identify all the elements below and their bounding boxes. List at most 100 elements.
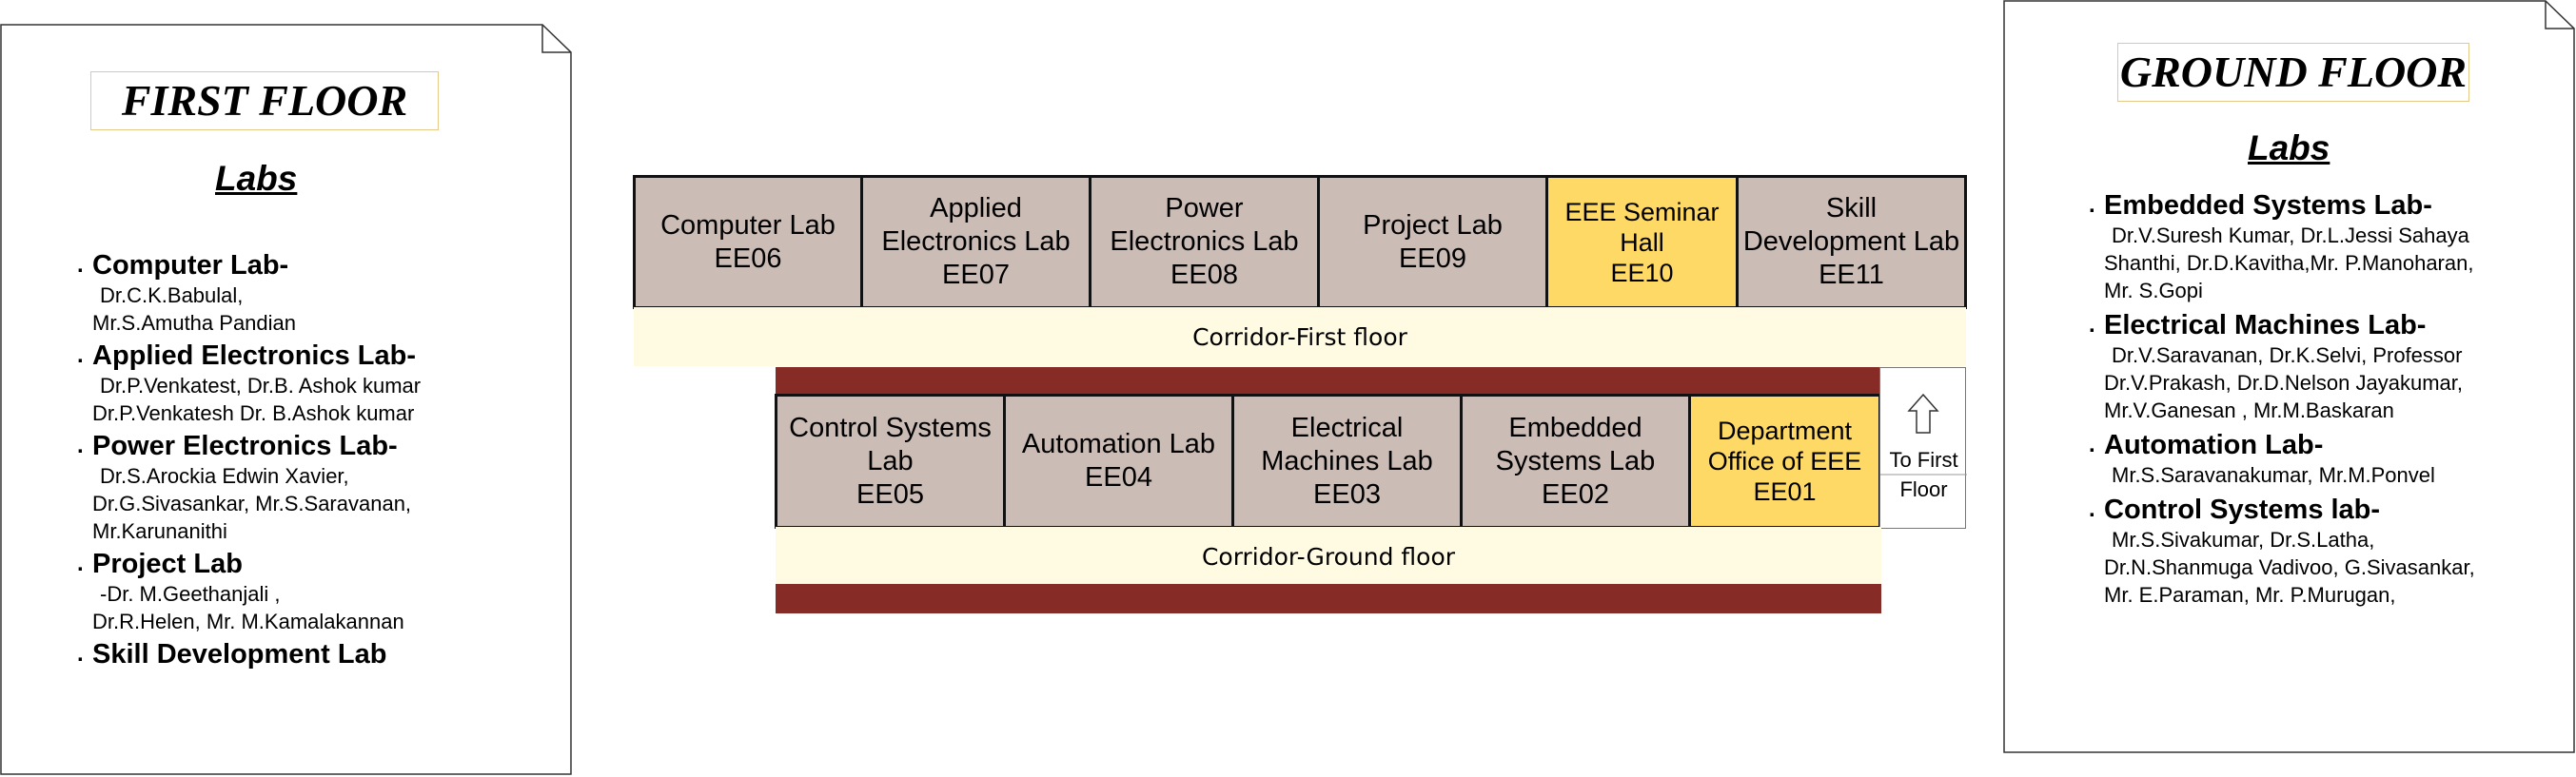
room-name-line: Skill xyxy=(1825,193,1878,223)
faculty-line: Mr.V.Ganesan , Mr.M.Baskaran xyxy=(2104,398,2394,422)
faculty-line: Mr.S.Saravanakumar, Mr.M.Ponvel xyxy=(2112,463,2435,487)
bullet-marker: . xyxy=(77,252,84,278)
lab-list-item: . Control Systems lab- Mr.S.Sivakumar, Dr.… xyxy=(2089,495,2561,609)
lab-name: Automation Lab- xyxy=(2104,430,2324,460)
room-name-line: Systems Lab xyxy=(1495,445,1656,476)
lab-list: . Computer Lab- Dr.C.K.Babulal, Mr.S.Amutha… xyxy=(77,250,549,674)
room-code: EE09 xyxy=(1399,243,1466,274)
room-code: EE01 xyxy=(1753,477,1817,506)
wall-strip-top xyxy=(776,367,1881,396)
faculty-line: Mr.S.Sivakumar, Dr.S.Latha, xyxy=(2112,528,2375,552)
faculty-line: Dr.V.Suresh Kumar, Dr.L.Jessi Sahaya xyxy=(2112,223,2469,247)
faculty-line: Dr.G.Sivasankar, Mr.S.Saravanan, xyxy=(92,492,412,515)
room-ee08[interactable]: Power Electronics Lab EE08 xyxy=(1089,175,1320,309)
lab-name: Applied Electronics Lab- xyxy=(92,340,416,371)
room-code: EE10 xyxy=(1610,258,1674,287)
room-name-line: Applied xyxy=(930,193,1022,223)
lab-name: Electrical Machines Lab- xyxy=(2104,310,2427,340)
room-ee04[interactable]: Automation Lab EE04 xyxy=(1003,394,1234,529)
bullet-marker: . xyxy=(77,433,84,458)
room-name-line: Lab xyxy=(867,445,914,476)
labs-heading: Labs xyxy=(215,159,298,198)
room-ee05[interactable]: Control Systems Lab EE05 xyxy=(775,394,1006,529)
room-code: EE04 xyxy=(1085,462,1152,493)
bullet-marker: . xyxy=(2089,192,2095,218)
room-name-line: Power xyxy=(1165,193,1244,223)
bullet-marker: . xyxy=(77,641,84,667)
lab-list-item: . Skill Development Lab xyxy=(77,639,549,670)
room-ee02[interactable]: Embedded Systems Lab EE02 xyxy=(1460,394,1691,529)
faculty-line: Mr. S.Gopi xyxy=(2104,279,2203,302)
faculty-line: -Dr. M.Geethanjali , xyxy=(100,582,281,606)
room-name-line: Automation Lab xyxy=(1021,429,1216,459)
lab-name: Control Systems lab- xyxy=(2104,495,2381,525)
ground-floor-corridor: Corridor-Ground floor xyxy=(776,527,1881,586)
room-code: EE06 xyxy=(714,243,782,274)
room-name-line: Department xyxy=(1717,417,1853,445)
room-name-line: Electronics Lab xyxy=(881,226,1071,257)
room-name-line: EEE Seminar xyxy=(1564,197,1720,226)
first-floor-corridor: Corridor-First floor xyxy=(634,307,1966,366)
room-name-line: Electronics Lab xyxy=(1110,226,1299,257)
room-name-line: Machines Lab xyxy=(1261,445,1433,476)
room-code: EE02 xyxy=(1542,478,1609,510)
lab-name: Skill Development Lab xyxy=(92,639,387,670)
faculty-line: Dr.V.Prakash, Dr.D.Nelson Jayakumar, xyxy=(2104,371,2464,395)
faculty-line: Mr.S.Amutha Pandian xyxy=(92,311,297,335)
room-name-line: Computer Lab xyxy=(660,209,836,241)
faculty-line: Mr. E.Paraman, Mr. P.Murugan, xyxy=(2104,583,2396,607)
room-name-line: Hall xyxy=(1620,227,1664,257)
faculty-line: Dr.P.Venkatest, Dr.B. Ashok kumar xyxy=(100,374,422,398)
room-ee07[interactable]: Applied Electronics Lab EE07 xyxy=(860,175,1091,309)
stairs-label-line1: To First xyxy=(1889,448,1958,472)
labs-heading: Labs xyxy=(2248,128,2330,167)
bullet-marker: . xyxy=(77,551,84,576)
lab-list-item: . Automation Lab- Mr.S.Saravanakumar, Mr.M… xyxy=(2089,430,2561,489)
room-code: EE07 xyxy=(942,260,1010,290)
stairs-to-first-floor[interactable]: To First Floor xyxy=(1879,367,1967,529)
faculty-line: Dr.S.Arockia Edwin Xavier, xyxy=(100,464,349,488)
lab-name: Embedded Systems Lab- xyxy=(2104,190,2432,221)
room-name-line: Control Systems xyxy=(789,412,992,443)
faculty-line: Dr.V.Saravanan, Dr.K.Selvi, Professor xyxy=(2112,343,2463,367)
lab-list-item: . Computer Lab- Dr.C.K.Babulal, Mr.S.Amutha… xyxy=(77,250,549,337)
floor-title: FIRST FLOOR xyxy=(90,71,439,130)
note-outline xyxy=(2003,0,2575,753)
stairs-label-line2: Floor xyxy=(1899,477,1948,501)
room-ee03[interactable]: Electrical Machines Lab EE03 xyxy=(1231,394,1463,529)
lab-name: Project Lab xyxy=(92,549,243,579)
bullet-marker: . xyxy=(2089,496,2095,522)
wall-strip-bottom xyxy=(776,584,1881,613)
first-floor-panel: FIRST FLOOR Labs . Computer Lab- Dr.C.K.Ba… xyxy=(0,24,573,775)
room-ee10[interactable]: EEE Seminar Hall EE10 xyxy=(1545,175,1739,309)
room-name-line: Development Lab xyxy=(1742,226,1960,257)
room-name-line: Project Lab xyxy=(1363,209,1503,241)
room-ee11[interactable]: Skill Development Lab EE11 xyxy=(1736,175,1967,309)
room-name-line: Electrical xyxy=(1290,412,1404,443)
faculty-line: Dr.N.Shanmuga Vadivoo, G.Sivasankar, xyxy=(2104,555,2475,579)
lab-list-item: . Applied Electronics Lab- Dr.P.Venkatest,… xyxy=(77,340,549,427)
room-code: EE03 xyxy=(1313,478,1381,510)
room-ee01[interactable]: Department Office of EEE EE01 xyxy=(1688,394,1881,529)
note-outline xyxy=(0,24,572,775)
faculty-line: Dr.P.Venkatesh Dr. B.Ashok kumar xyxy=(92,401,415,425)
room-code: EE11 xyxy=(1819,260,1884,290)
lab-list-item: . Power Electronics Lab- Dr.S.Arockia Edwi… xyxy=(77,431,549,545)
room-ee06[interactable]: Computer Lab EE06 xyxy=(633,175,863,309)
room-ee09[interactable]: Project Lab EE09 xyxy=(1317,175,1548,309)
faculty-line: Mr.Karunanithi xyxy=(92,519,227,543)
bullet-marker: . xyxy=(2089,312,2095,338)
lab-name: Computer Lab- xyxy=(92,250,289,281)
faculty-line: Dr.C.K.Babulal, xyxy=(100,283,244,307)
room-code: EE08 xyxy=(1170,260,1238,290)
room-name-line: Embedded xyxy=(1508,412,1642,443)
bullet-marker: . xyxy=(2089,432,2095,457)
lab-list-item: . Project Lab -Dr. M.Geethanjali , Dr.R.Hel… xyxy=(77,549,549,635)
lab-name: Power Electronics Lab- xyxy=(92,431,398,461)
lab-list-item: . Electrical Machines Lab- Dr.V.Saravanan,… xyxy=(2089,310,2561,424)
lab-list-item: . Embedded Systems Lab- Dr.V.Suresh Kumar,… xyxy=(2089,190,2561,304)
faculty-line: Dr.R.Helen, Mr. M.Kamalakannan xyxy=(92,610,404,633)
floor-title: GROUND FLOOR xyxy=(2117,43,2469,102)
room-code: EE05 xyxy=(856,478,924,510)
room-name-line: Office of EEE xyxy=(1707,447,1862,476)
